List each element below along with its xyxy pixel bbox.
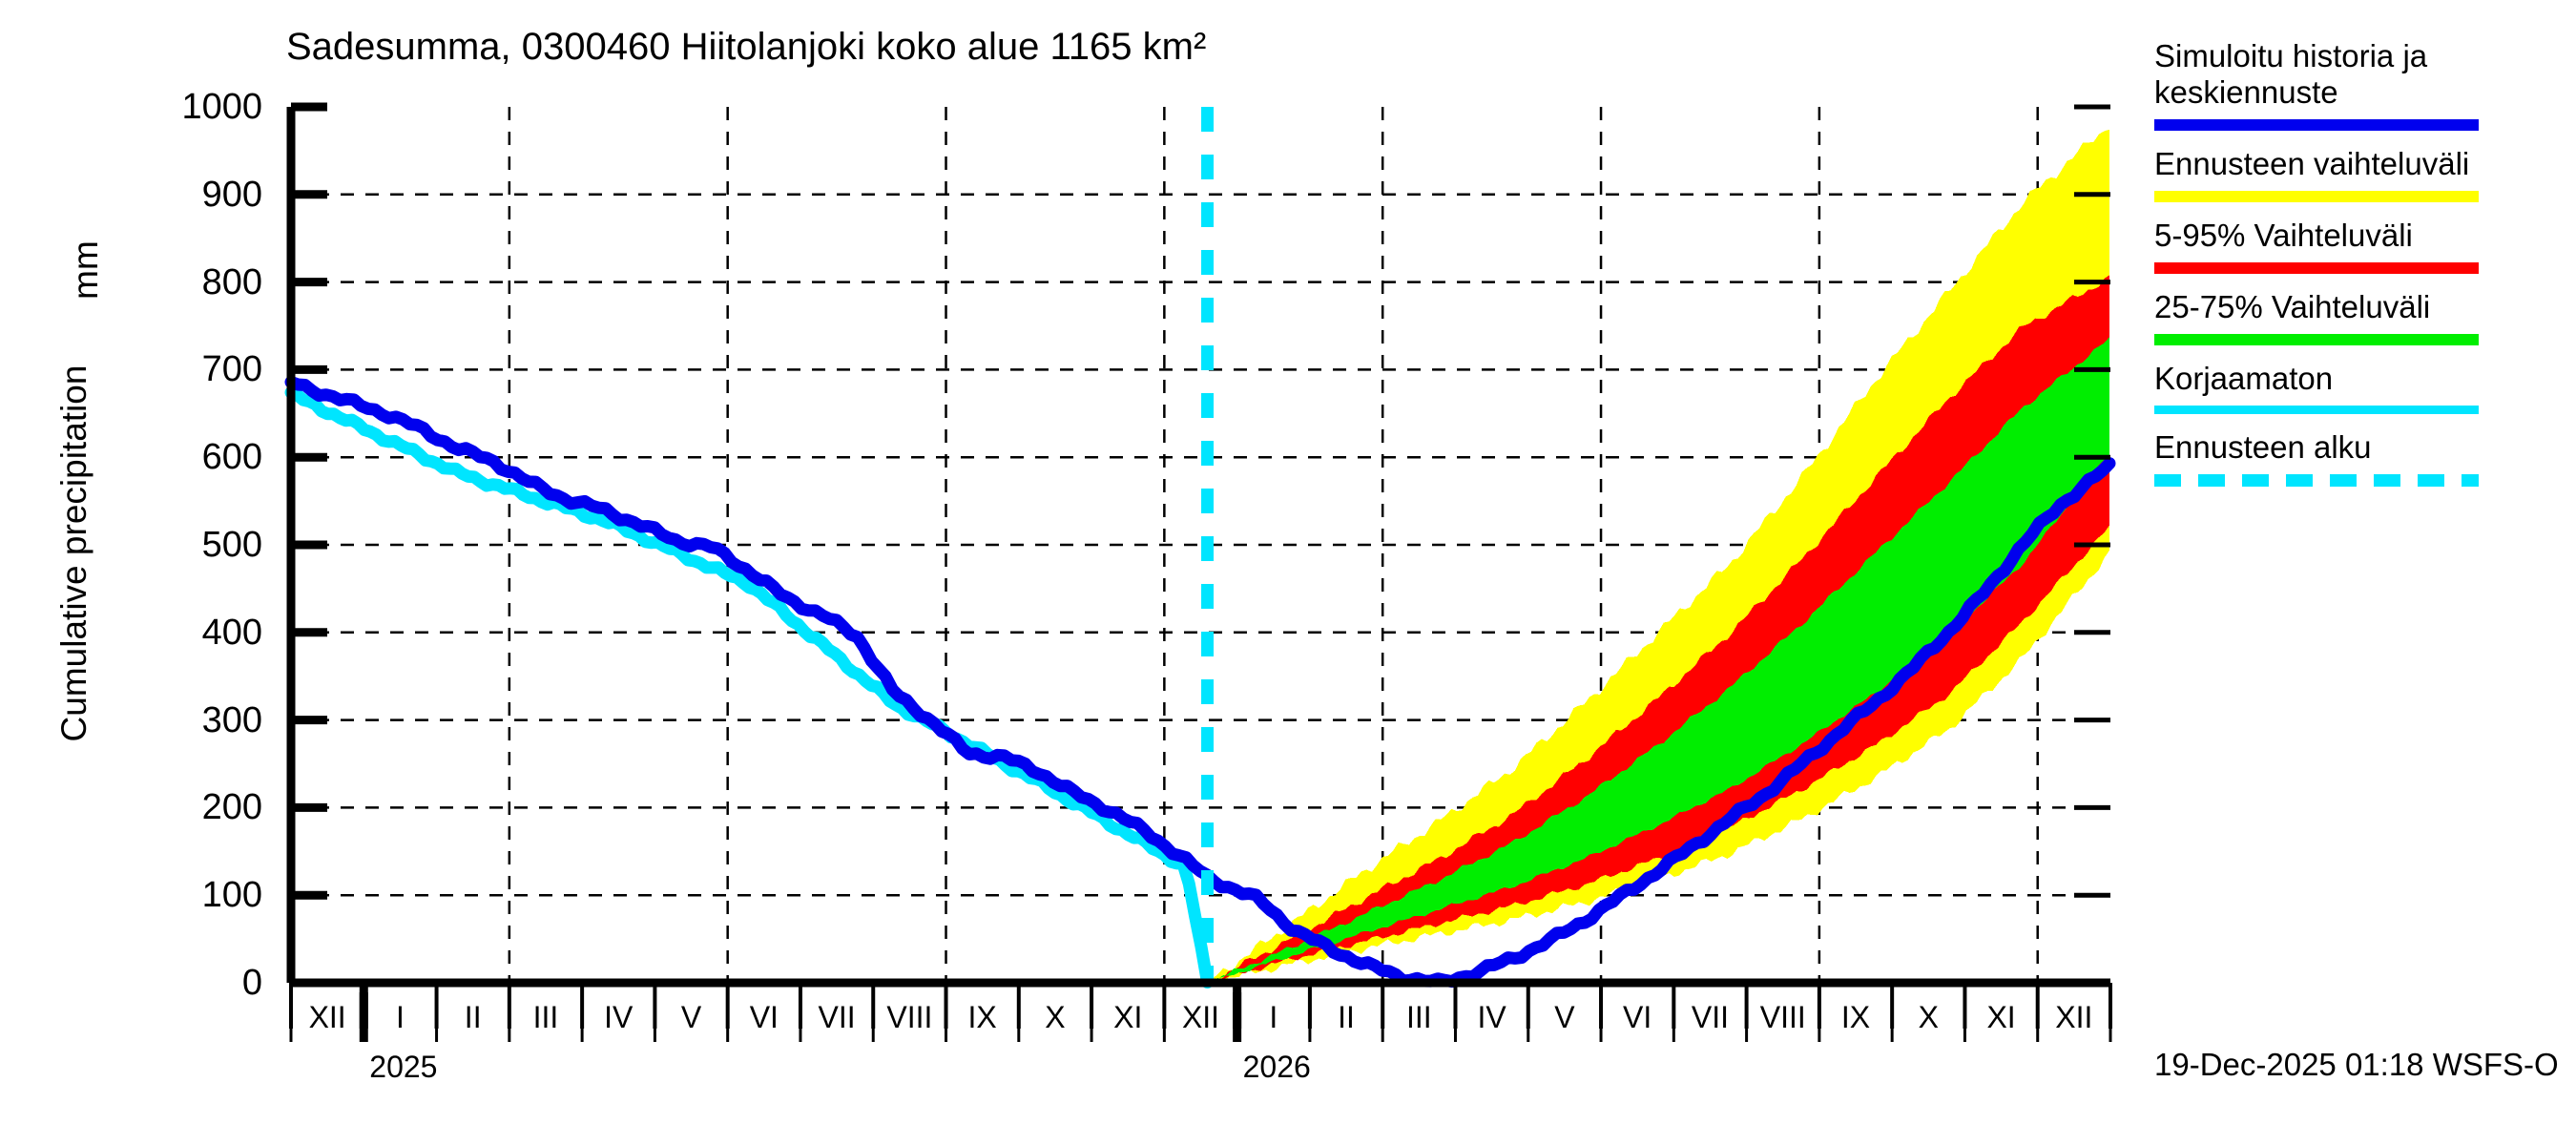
footer-timestamp: 19-Dec-2025 01:18 WSFS-O <box>2154 1047 2559 1082</box>
x-tick-label: VI <box>749 1000 779 1034</box>
legend-swatch <box>2154 119 2479 131</box>
y-tick-label: 1000 <box>181 87 262 127</box>
x-tick-label: VII <box>1691 1000 1730 1034</box>
legend-item[interactable]: Simuloitu historia ja keskiennuste <box>2154 38 2574 131</box>
y-tick-label: 600 <box>201 437 262 478</box>
x-tick-label: IX <box>967 1000 997 1034</box>
legend-item-label: 25-75% Vaihteluväli <box>2154 289 2431 324</box>
x-tick-label: VI <box>1623 1000 1652 1034</box>
x-tick-label: V <box>680 1000 702 1034</box>
y-tick-label: 0 <box>241 963 262 1003</box>
x-tick-label: XI <box>1986 1000 2016 1034</box>
x-tick-label: XII <box>308 1000 346 1034</box>
legend-item[interactable]: Korjaamaton <box>2154 361 2574 414</box>
y-tick-label: 300 <box>201 699 262 740</box>
legend-item[interactable]: Ennusteen alku <box>2154 429 2574 487</box>
x-tick-label: III <box>1405 1000 1432 1034</box>
forecast-outer-band <box>1207 129 2109 984</box>
legend-item-label: Ennusteen alku <box>2154 429 2372 465</box>
x-tick-label: II <box>1338 1000 1355 1034</box>
x-tick-label: I <box>395 1000 405 1034</box>
x-tick-label: XII <box>2055 1000 2093 1034</box>
legend-item-label: 5-95% Vaihteluväli <box>2154 218 2413 253</box>
legend-item[interactable]: 25-75% Vaihteluväli <box>2154 289 2574 345</box>
median-forecast-line <box>284 375 2116 989</box>
x-tick-label: III <box>532 1000 559 1034</box>
legend-item-label: Korjaamaton <box>2154 361 2334 396</box>
y-tick-label: 800 <box>201 261 262 302</box>
x-tick-label: I <box>1269 1000 1278 1034</box>
legend-swatch-dashed <box>2154 474 2479 487</box>
x-tick-label: IX <box>1840 1000 1871 1034</box>
legend-item[interactable]: 5-95% Vaihteluväli <box>2154 218 2574 274</box>
legend-swatch <box>2154 334 2479 345</box>
y-tick-label: 500 <box>201 525 262 565</box>
x-tick-label: II <box>464 1000 482 1034</box>
x-tick-label: VIII <box>1759 1000 1806 1034</box>
x-axis-year-label: 2025 <box>369 1050 438 1084</box>
y-tick-label: 100 <box>201 875 262 916</box>
legend-swatch <box>2154 262 2479 274</box>
legend-item-label: Ennusteen vaihteluväli <box>2154 146 2470 181</box>
legend-swatch <box>2154 191 2479 202</box>
legend-item-label: Simuloitu historia ja keskiennuste <box>2154 38 2428 110</box>
legend-swatch <box>2154 406 2479 414</box>
x-tick-label: X <box>1045 1000 1066 1034</box>
x-tick-label: XII <box>1181 1000 1220 1034</box>
y-tick-label: 400 <box>201 612 262 653</box>
page-title: Sadesumma, 0300460 Hiitolanjoki koko alu… <box>286 26 1207 68</box>
x-tick-label: VII <box>818 1000 856 1034</box>
y-tick-label: 900 <box>201 174 262 215</box>
chart-legend: Simuloitu historia ja keskiennuste Ennust… <box>2154 38 2574 502</box>
y-tick-label: 700 <box>201 349 262 390</box>
x-tick-label: IV <box>1477 1000 1506 1034</box>
x-axis-year-label: 2026 <box>1242 1050 1311 1084</box>
x-tick-label: IV <box>604 1000 634 1034</box>
x-tick-label: X <box>1918 1000 1939 1034</box>
uncorrected-history-line <box>284 385 1214 989</box>
x-tick-label: XI <box>1113 1000 1143 1034</box>
x-tick-label: VIII <box>886 1000 933 1034</box>
x-tick-label: V <box>1554 1000 1575 1034</box>
y-tick-label: 200 <box>201 787 262 828</box>
legend-item[interactable]: Ennusteen vaihteluväli <box>2154 146 2574 202</box>
